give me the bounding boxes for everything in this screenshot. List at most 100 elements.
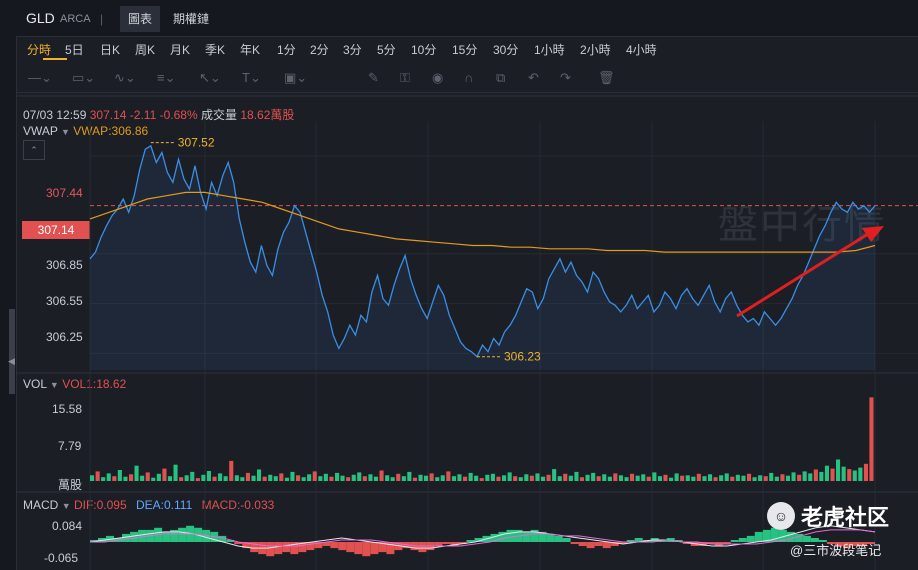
volume-bar — [518, 477, 523, 481]
volume-bar — [847, 469, 852, 481]
volume-bar — [785, 475, 790, 481]
volume-bar — [257, 469, 262, 481]
price-area — [90, 145, 875, 370]
period-tab-5m[interactable]: 5分 — [377, 43, 396, 57]
volume-bar — [218, 473, 223, 481]
volume-bar — [669, 477, 674, 481]
volume-bar — [301, 477, 306, 481]
period-tab-daily[interactable]: 日K — [100, 43, 121, 57]
macd-tick: -0.065 — [44, 551, 79, 565]
volume-bar — [457, 474, 462, 481]
macd-panel-title[interactable]: MACD ▼ DIF:0.095 DEA:0.111 MACD:-0.033 — [23, 498, 274, 512]
volume-bar — [173, 464, 178, 481]
macd-histogram-bar — [282, 542, 291, 553]
volume-bar — [346, 477, 351, 481]
period-tab-10m[interactable]: 10分 — [411, 43, 437, 57]
side-scrollbar[interactable] — [9, 309, 15, 394]
volume-bar — [591, 472, 596, 481]
volume-bar — [546, 474, 551, 481]
eye-icon[interactable]: ◉ — [432, 70, 444, 85]
pen-icon[interactable]: ✎ — [368, 70, 379, 85]
dropdown-icon[interactable]: ▼ — [49, 380, 59, 390]
macd-histogram-bar — [298, 542, 307, 553]
wave-tool-icon[interactable]: ∿⌄ — [114, 70, 136, 85]
period-tab-4h[interactable]: 4小時 — [626, 43, 657, 57]
volume-bar — [852, 470, 857, 481]
macd-histogram-bar — [562, 538, 571, 542]
period-tab-2m[interactable]: 2分 — [310, 43, 329, 57]
dropdown-icon[interactable]: ▼ — [61, 127, 70, 137]
volume-bar — [490, 473, 495, 481]
line-tool-icon[interactable]: —⌄ — [28, 70, 52, 85]
volume-bar — [362, 476, 367, 481]
volume-bar — [630, 473, 635, 481]
period-tab-15m[interactable]: 15分 — [452, 43, 478, 57]
period-tab-quarterly[interactable]: 季K — [205, 43, 226, 57]
volume-bar — [730, 476, 735, 481]
volume-bar — [635, 475, 640, 481]
copy-icon[interactable]: ⧉ — [496, 70, 506, 85]
volume-bar — [819, 471, 824, 481]
volume-bar — [502, 475, 507, 481]
period-tab-3m[interactable]: 3分 — [343, 43, 362, 57]
collapse-up-icon[interactable]: ⌃ — [23, 140, 45, 160]
period-tab-intraday[interactable]: 分時 — [27, 43, 52, 57]
lock-icon[interactable]: ⚿ — [400, 70, 410, 85]
price-tick: 306.55 — [46, 294, 83, 308]
macd-histogram-bar — [218, 535, 227, 542]
volume-bar — [674, 473, 679, 481]
tab-chart[interactable]: 圖表 — [120, 6, 161, 32]
volume-bar — [229, 460, 234, 481]
ticker-symbol: GLD — [26, 10, 55, 26]
arrow-tool-icon[interactable]: ↖⌄ — [199, 70, 221, 85]
volume-bar — [708, 474, 713, 481]
period-tab-weekly[interactable]: 周K — [135, 43, 156, 57]
volume-bar — [607, 476, 612, 481]
period-tab-1h[interactable]: 1小時 — [534, 43, 565, 57]
volume-bar — [596, 476, 601, 481]
quote-change-pct: -0.68% — [159, 108, 198, 122]
volume-bar — [802, 471, 807, 481]
volume-bar — [106, 473, 111, 481]
period-tab-2h[interactable]: 2小時 — [580, 43, 611, 57]
current-price-box: 307.14 — [22, 221, 90, 239]
macd-histogram-bar — [506, 529, 515, 542]
period-tab-1m[interactable]: 1分 — [277, 43, 296, 57]
rect-tool-icon[interactable]: ▭⌄ — [72, 70, 96, 85]
volume-unit: 萬股 — [58, 478, 83, 492]
redo-icon[interactable]: ↷ — [560, 70, 571, 85]
price-line — [89, 144, 876, 358]
price-tick: 306.25 — [46, 330, 83, 344]
trash-icon[interactable]: 🗑 — [598, 70, 615, 85]
volume-bar — [741, 475, 746, 481]
label-tool-icon[interactable]: ▣⌄ — [284, 70, 308, 85]
tab-options[interactable]: 期權鏈 — [173, 12, 210, 26]
fib-tool-icon[interactable]: ≡⌄ — [157, 70, 176, 85]
period-tab-yearly[interactable]: 年K — [240, 43, 261, 57]
volume-bar — [418, 474, 423, 481]
macd-histogram-bar — [530, 529, 539, 542]
undo-icon[interactable]: ↶ — [528, 70, 539, 85]
volume-bar — [552, 469, 557, 481]
dropdown-icon[interactable]: ▼ — [61, 501, 71, 511]
vwap-indicator[interactable]: VWAP ▼ VWAP:306.86 — [23, 124, 148, 138]
exchange-label: ARCA — [60, 13, 91, 25]
macd-histogram-bar — [290, 542, 299, 555]
collapse-left-icon[interactable]: ◀ — [8, 356, 15, 366]
macd-histogram-bar — [178, 527, 187, 542]
volume-bar — [279, 473, 284, 481]
text-tool-icon[interactable]: T⌄ — [242, 70, 261, 85]
volume-bar — [713, 477, 718, 481]
magnet-icon[interactable]: ∩ — [464, 70, 474, 85]
period-tab-30m[interactable]: 30分 — [493, 43, 519, 57]
volume-bar — [140, 475, 145, 481]
volume-bar — [184, 475, 189, 481]
period-tab-5d[interactable]: 5日 — [65, 43, 84, 57]
period-tab-monthly[interactable]: 月K — [170, 43, 191, 57]
volume-panel-title[interactable]: VOL ▼ VOL1:18.62 — [23, 377, 126, 391]
macd-histogram-bar — [274, 542, 283, 555]
volume-bar — [223, 476, 228, 481]
quote-change: -2.11 — [129, 108, 157, 122]
volume-bar — [234, 475, 239, 481]
